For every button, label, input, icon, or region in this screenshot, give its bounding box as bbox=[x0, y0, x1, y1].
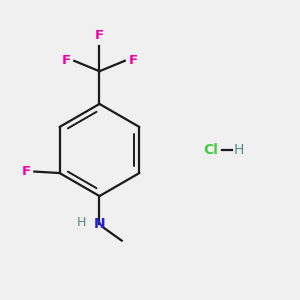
Text: Cl: Cl bbox=[203, 143, 218, 157]
Text: N: N bbox=[94, 217, 105, 231]
Text: F: F bbox=[128, 54, 137, 67]
Text: F: F bbox=[61, 54, 70, 67]
Text: F: F bbox=[95, 29, 104, 42]
Text: H: H bbox=[77, 216, 86, 229]
Text: F: F bbox=[22, 165, 31, 178]
Text: H: H bbox=[233, 143, 244, 157]
